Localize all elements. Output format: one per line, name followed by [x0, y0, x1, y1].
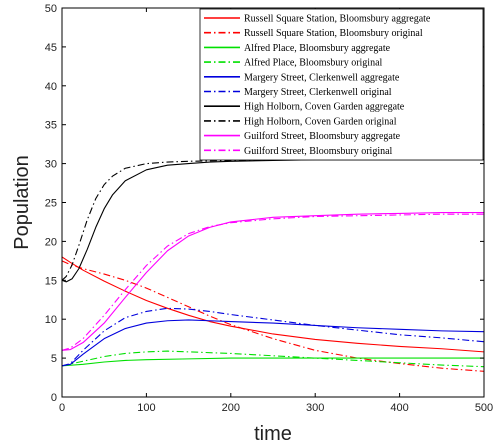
legend-entry-0: Russell Square Station, Bloomsbury aggre…: [244, 14, 431, 25]
legend-entry-8: Guilford Street, Bloomsbury aggregate: [244, 131, 401, 142]
legend-entry-2: Alfred Place, Bloomsbury aggregate: [244, 43, 391, 54]
legend-entry-7: High Holborn, Coven Garden original: [244, 116, 397, 127]
y-tick-label: 40: [45, 81, 57, 93]
plot-area: 0 100 200 300 400 500 0 5 10 15 20 25 30 35 40 45 50: [45, 3, 493, 414]
y-tick-label: 15: [45, 275, 57, 287]
legend-entry-5: Margery Street, Clerkenwell original: [244, 87, 392, 98]
series-line-3: [62, 350, 484, 368]
series-line-8: [62, 212, 484, 351]
series-line-9: [62, 213, 484, 351]
y-tick-label: 50: [45, 3, 57, 15]
y-tick-label: 10: [45, 314, 57, 326]
legend-entry-6: High Holborn, Coven Garden aggregate: [244, 102, 405, 113]
y-axis-label: Population: [11, 155, 33, 250]
y-tick-label: 20: [45, 236, 57, 248]
x-tick-label: 400: [390, 402, 408, 414]
x-tick-label: 200: [222, 402, 240, 414]
y-tick-label: 45: [45, 42, 57, 54]
y-tick-label: 5: [51, 353, 57, 365]
y-tick-label: 25: [45, 198, 57, 210]
x-tick-label: 100: [137, 402, 155, 414]
ticks-layer: 0 100 200 300 400 500 0 5 10 15 20 25 30 35 40 45 50: [45, 3, 493, 414]
legend-box: [199, 8, 484, 161]
x-tick-label: 500: [475, 402, 493, 414]
x-axis-label: time: [254, 423, 292, 445]
series-line-1: [62, 260, 484, 372]
series-line-0: [62, 256, 484, 353]
x-tick-label: 300: [306, 402, 324, 414]
series-line-5: [62, 307, 484, 367]
series-line-2: [62, 357, 484, 367]
y-tick-label: 30: [45, 159, 57, 171]
legend-entry-9: Guilford Street, Bloomsbury original: [244, 146, 393, 157]
y-tick-label: 35: [45, 120, 57, 132]
x-tick-label: 0: [59, 402, 65, 414]
y-tick-label: 0: [51, 392, 57, 404]
legend-entry-4: Margery Street, Clerkenwell aggregate: [244, 72, 400, 83]
series-line-4: [62, 319, 484, 367]
legend-entry-1: Russell Square Station, Bloomsbury origi…: [244, 28, 423, 39]
legend-entry-3: Alfred Place, Bloomsbury original: [244, 58, 383, 69]
legend: Russell Square Station, Bloomsbury aggre…: [199, 8, 484, 161]
